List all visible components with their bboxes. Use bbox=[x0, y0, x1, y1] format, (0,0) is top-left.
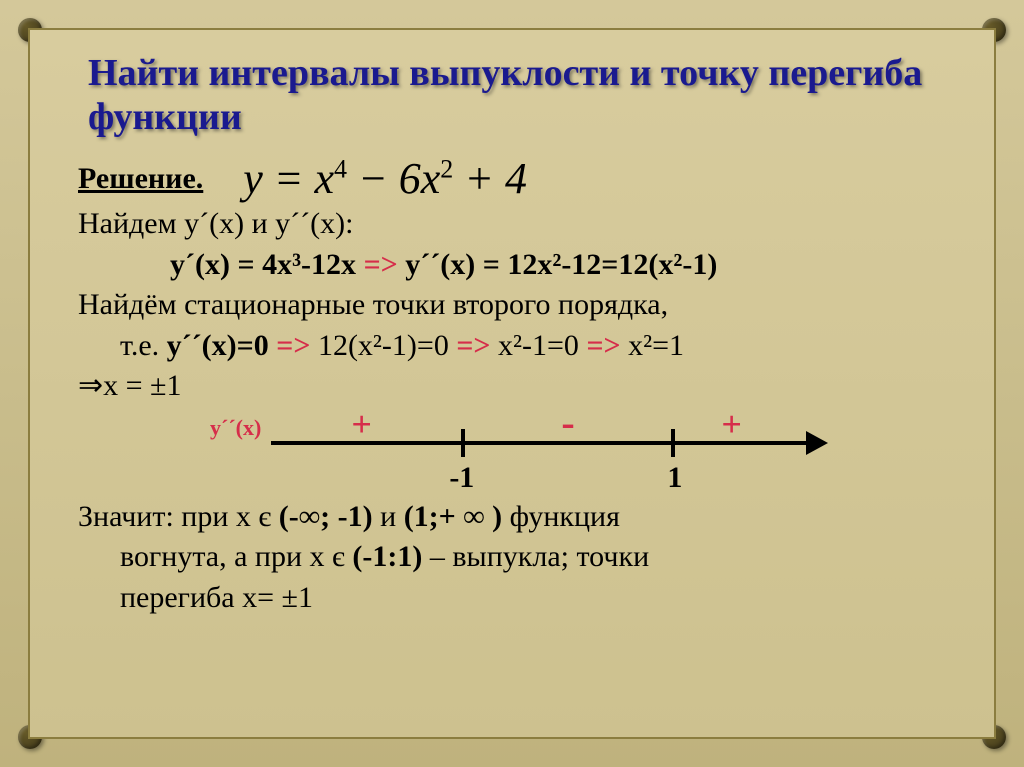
eq2: x²-1=0 bbox=[498, 329, 579, 362]
conclusion-line-2: вогнута, а при x є (-1:1) – выпукла; точ… bbox=[120, 537, 954, 578]
implies-arrow: => bbox=[364, 248, 406, 281]
implies-arrow: => bbox=[579, 329, 628, 362]
slide-title: Найти интервалы выпуклости и точку перег… bbox=[70, 52, 954, 139]
sign-plus: + bbox=[351, 403, 372, 445]
concl-text: – выпукла; точки bbox=[422, 540, 649, 573]
eq3: x²=1 bbox=[628, 329, 684, 362]
tick-mark bbox=[671, 429, 675, 457]
concl-text: вогнута, а при x є bbox=[120, 540, 352, 573]
result-line: ⇒x = ±1 bbox=[78, 366, 954, 407]
solution-row: Решение. y = x4 − 6x2 + 4 bbox=[70, 153, 954, 204]
stationary-text: Найдём стационарные точки второго порядк… bbox=[78, 285, 954, 326]
solution-label: Решение. bbox=[78, 159, 203, 200]
first-derivative: y´(x) = 4x³-12x bbox=[170, 248, 364, 281]
result-arrow-icon: ⇒ bbox=[78, 369, 103, 402]
sign-plus: + bbox=[721, 403, 742, 445]
interval: (-∞; -1) bbox=[279, 500, 373, 533]
ypp-zero: y´´(x)=0 bbox=[167, 329, 269, 362]
result-value: x = ±1 bbox=[103, 369, 181, 402]
slide-frame: Найти интервалы выпуклости и точку перег… bbox=[28, 28, 996, 739]
tick-mark bbox=[461, 429, 465, 457]
interval: (-1:1) bbox=[352, 540, 422, 573]
find-derivatives: Найдем y´(x) и y´´(x): bbox=[78, 204, 954, 245]
second-derivative: y´´(x) = 12x²-12=12(x²-1) bbox=[405, 248, 717, 281]
slide-content: Найти интервалы выпуклости и точку перег… bbox=[30, 30, 994, 638]
equation-chain: т.е. y´´(x)=0 => 12(x²-1)=0 => x²-1=0 =>… bbox=[120, 326, 954, 367]
concl-text: функция bbox=[502, 500, 620, 533]
ie-prefix: т.е. bbox=[120, 329, 167, 362]
number-line: -1 1 + - + bbox=[271, 413, 831, 493]
concl-text: и bbox=[373, 500, 404, 533]
numline-label: y´´(x) bbox=[210, 415, 261, 441]
arrowhead-icon bbox=[806, 431, 828, 455]
derivative-line: y´(x) = 4x³-12x => y´´(x) = 12x²-12=12(x… bbox=[170, 245, 954, 286]
concl-text: Значит: при х є bbox=[78, 500, 279, 533]
main-formula: y = x4 − 6x2 + 4 bbox=[243, 153, 527, 204]
conclusion-line-1: Значит: при х є (-∞; -1) и (1;+ ∞ ) функ… bbox=[78, 497, 954, 538]
implies-arrow: => bbox=[449, 329, 498, 362]
interval: (1;+ ∞ ) bbox=[404, 500, 502, 533]
sign-minus: - bbox=[561, 399, 574, 446]
conclusion-line-3: перегиба x= ±1 bbox=[120, 578, 954, 619]
number-line-region: y´´(x) -1 1 + - + bbox=[210, 413, 954, 493]
eq1: 12(x²-1)=0 bbox=[318, 329, 449, 362]
solution-text: Решение. bbox=[78, 162, 203, 195]
tick-label: 1 bbox=[667, 461, 682, 495]
tick-label: -1 bbox=[449, 461, 474, 495]
implies-arrow: => bbox=[269, 329, 318, 362]
